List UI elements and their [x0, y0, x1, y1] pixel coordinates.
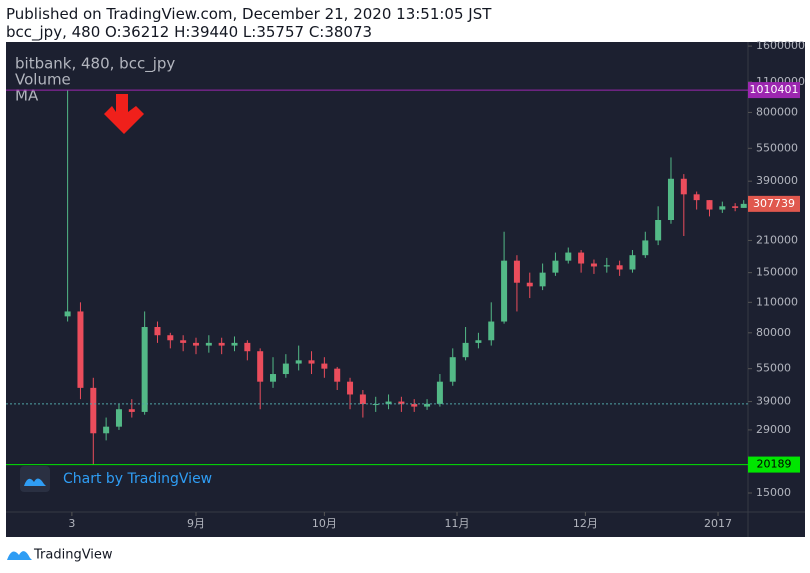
footer-brand: TradingView: [33, 548, 113, 563]
price-tag-label: 1010401: [750, 83, 799, 96]
candle-body: [115, 409, 122, 427]
price-tag: [748, 456, 800, 473]
candle-body: [231, 342, 238, 346]
y-tick-label: 39000: [756, 395, 791, 408]
candle-body: [629, 255, 636, 270]
candle-body: [539, 272, 546, 287]
price-tag: [748, 195, 800, 212]
candle-body: [192, 342, 199, 346]
candle-body: [462, 342, 469, 358]
y-tick-label: 390000: [756, 174, 798, 187]
candle-body: [282, 363, 289, 375]
candle-body: [719, 206, 726, 210]
candle-body: [513, 260, 520, 283]
candle-body: [578, 252, 585, 264]
candle-body: [167, 335, 174, 341]
price-tag-label: 20189: [757, 458, 792, 471]
y-tick-label: 80000: [756, 326, 791, 339]
x-tick-label: 2017: [704, 517, 732, 530]
y-tick-label: 15000: [756, 486, 791, 499]
footer-logo: [7, 551, 32, 560]
candle-body: [565, 252, 572, 261]
plot-area: [64, 90, 747, 465]
candle-body: [372, 404, 379, 406]
y-tick-label: 150000: [756, 266, 798, 279]
candle-body: [680, 178, 687, 195]
candle-body: [257, 351, 264, 382]
candle-body: [667, 178, 674, 220]
candle-body: [128, 409, 135, 412]
candle-body: [244, 342, 251, 352]
candle-body: [334, 368, 341, 382]
y-tick-label: 1600000: [756, 39, 805, 52]
candle-body: [655, 219, 662, 241]
candle-body: [218, 342, 225, 346]
y-tick-label: 800000: [756, 105, 798, 118]
candle-body: [141, 326, 148, 412]
candle-body: [411, 404, 418, 407]
candle-body: [180, 340, 187, 343]
y-tick-label: 210000: [756, 233, 798, 246]
x-tick-label: 10月: [312, 517, 337, 530]
watermark: [20, 466, 50, 492]
candle-body: [308, 360, 315, 364]
candle-body: [488, 321, 495, 341]
candle-body: [732, 206, 739, 208]
candle-body: [603, 265, 610, 267]
symbol-line: bcc_jpy, 480 O:36212 H:39440 L:35757 C:3…: [6, 23, 373, 41]
legend-text: MA: [15, 87, 39, 105]
x-tick-label: 3: [68, 517, 75, 530]
candle-body: [552, 260, 559, 273]
candle-body: [64, 311, 71, 317]
candle-body: [706, 200, 713, 210]
candle-body: [693, 194, 700, 201]
candle-body: [740, 203, 747, 208]
candle-body: [424, 403, 431, 407]
candle-body: [205, 342, 212, 346]
candle-body: [270, 374, 277, 382]
candle-body: [436, 381, 443, 404]
candle-body: [103, 426, 110, 434]
price-tag-label: 307739: [753, 197, 795, 210]
candle-body: [526, 282, 533, 287]
candle-body: [77, 311, 84, 388]
candle-body: [385, 401, 392, 405]
x-tick-label: 9月: [187, 517, 205, 530]
y-tick-label: 29000: [756, 423, 791, 436]
candle-body: [321, 363, 328, 369]
candle-body: [642, 240, 649, 256]
candle-body: [616, 265, 623, 270]
y-tick-label: 110000: [756, 295, 798, 308]
candle-body: [449, 357, 456, 382]
chart-background: [6, 42, 805, 537]
candle-body: [347, 381, 354, 395]
y-tick-label: 55000: [756, 362, 791, 375]
candle-body: [359, 394, 366, 405]
candle-body: [154, 326, 161, 336]
y-tick-label: 550000: [756, 141, 798, 154]
arrow-annotation: [104, 94, 144, 134]
legend-text: Volume: [15, 71, 71, 89]
candle-body: [398, 401, 405, 405]
x-tick-label: 11月: [445, 517, 470, 530]
candle-body: [590, 263, 597, 267]
x-tick-label: 12月: [573, 517, 598, 530]
candle-body: [90, 387, 97, 434]
candle-body: [295, 360, 302, 364]
candle-body: [475, 340, 482, 343]
published-text: Published on TradingView.com, December 2…: [6, 5, 492, 23]
candle-body: [501, 260, 508, 322]
price-tag: [748, 82, 800, 99]
watermark-text: Chart by TradingView: [63, 471, 212, 487]
legend-text: bitbank, 480, bcc_jpy: [15, 55, 175, 74]
